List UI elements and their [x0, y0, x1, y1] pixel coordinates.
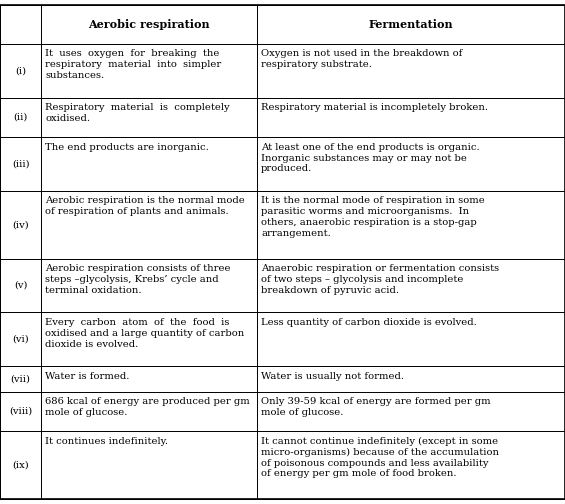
Text: (ii): (ii): [14, 113, 28, 122]
Bar: [0, 392, 41, 431]
Text: Aerobic respiration: Aerobic respiration: [88, 19, 210, 30]
Text: Respiratory material is incompletely broken.: Respiratory material is incompletely bro…: [261, 103, 488, 112]
Bar: [257, 312, 565, 366]
Text: Aerobic respiration consists of three
steps –glycolysis, Krebs’ cycle and
termin: Aerobic respiration consists of three st…: [45, 264, 231, 295]
Bar: [41, 5, 257, 44]
Text: Water is formed.: Water is formed.: [45, 372, 129, 381]
Bar: [41, 431, 257, 499]
Text: (v): (v): [14, 281, 27, 290]
Bar: [257, 137, 565, 191]
Bar: [0, 137, 41, 191]
Bar: [41, 312, 257, 366]
Text: Aerobic respiration is the normal mode
of respiration of plants and animals.: Aerobic respiration is the normal mode o…: [45, 197, 245, 216]
Text: (ix): (ix): [12, 461, 29, 470]
Text: Less quantity of carbon dioxide is evolved.: Less quantity of carbon dioxide is evolv…: [261, 318, 477, 327]
Text: (iv): (iv): [12, 220, 29, 229]
Bar: [0, 97, 41, 137]
Bar: [41, 366, 257, 392]
Bar: [257, 97, 565, 137]
Bar: [0, 5, 41, 44]
Bar: [257, 191, 565, 259]
Bar: [0, 366, 41, 392]
Bar: [0, 431, 41, 499]
Bar: [257, 366, 565, 392]
Text: It continues indefinitely.: It continues indefinitely.: [45, 437, 168, 446]
Bar: [257, 392, 565, 431]
Text: Respiratory  material  is  completely
oxidised.: Respiratory material is completely oxidi…: [45, 103, 230, 123]
Text: Every  carbon  atom  of  the  food  is
oxidised and a large quantity of carbon
d: Every carbon atom of the food is oxidise…: [45, 318, 245, 349]
Bar: [257, 5, 565, 44]
Text: It  uses  oxygen  for  breaking  the
respiratory  material  into  simpler
substa: It uses oxygen for breaking the respirat…: [45, 49, 221, 80]
Text: Anaerobic respiration or fermentation consists
of two steps – glycolysis and inc: Anaerobic respiration or fermentation co…: [261, 264, 499, 295]
Bar: [0, 259, 41, 312]
Bar: [41, 97, 257, 137]
Bar: [41, 137, 257, 191]
Text: The end products are inorganic.: The end products are inorganic.: [45, 143, 209, 152]
Text: (vi): (vi): [12, 335, 29, 344]
Text: 686 kcal of energy are produced per gm
mole of glucose.: 686 kcal of energy are produced per gm m…: [45, 397, 250, 417]
Bar: [41, 191, 257, 259]
Bar: [0, 312, 41, 366]
Text: Water is usually not formed.: Water is usually not formed.: [261, 372, 404, 381]
Text: Oxygen is not used in the breakdown of
respiratory substrate.: Oxygen is not used in the breakdown of r…: [261, 49, 462, 69]
Text: (viii): (viii): [9, 407, 32, 416]
Text: (vii): (vii): [11, 374, 31, 384]
Bar: [257, 431, 565, 499]
Bar: [257, 259, 565, 312]
Text: (iii): (iii): [12, 159, 29, 168]
Bar: [0, 44, 41, 97]
Bar: [0, 191, 41, 259]
Text: Fermentation: Fermentation: [369, 19, 453, 30]
Text: At least one of the end products is organic.
Inorganic substances may or may not: At least one of the end products is orga…: [261, 143, 480, 173]
Bar: [41, 44, 257, 97]
Text: It is the normal mode of respiration in some
parasitic worms and microorganisms.: It is the normal mode of respiration in …: [261, 197, 485, 238]
Bar: [257, 44, 565, 97]
Text: It cannot continue indefinitely (except in some
micro-organisms) because of the : It cannot continue indefinitely (except …: [261, 437, 499, 478]
Bar: [41, 259, 257, 312]
Text: (i): (i): [15, 66, 26, 75]
Bar: [41, 392, 257, 431]
Text: Only 39-59 kcal of energy are formed per gm
mole of glucose.: Only 39-59 kcal of energy are formed per…: [261, 397, 490, 417]
